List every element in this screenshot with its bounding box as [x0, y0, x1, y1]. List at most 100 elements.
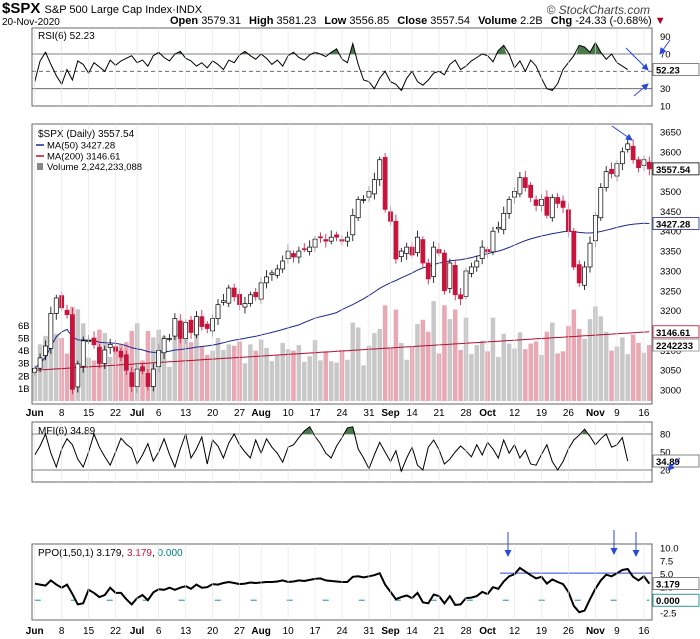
ma200-value-tag-box [652, 325, 700, 339]
x-tick-label: 26 [563, 408, 575, 419]
x-axis: Jun Jun 8 8 15 15 22 22 Jul Jul 6 6 13 13 20 20 27 27 Aug A… [26, 28, 650, 637]
volume-bar [361, 365, 366, 401]
volume-bar [307, 356, 312, 401]
ppo-tick-label: 7.5 [660, 557, 673, 568]
volume-bar [318, 360, 323, 401]
close-label: Close [397, 15, 428, 27]
candle-body [625, 143, 631, 150]
volume-bar [415, 323, 420, 401]
price-tick-label: 3600 [660, 147, 681, 158]
volume-bar [328, 361, 334, 401]
x-tick-label: 6 [156, 408, 162, 419]
x-tick-label-bottom: 22 [110, 626, 122, 637]
ma50-value-tag: 3427.28 [656, 220, 690, 231]
open-label: Open [170, 15, 199, 27]
volume-bar [248, 344, 253, 401]
annotation-arrow [625, 47, 649, 71]
volume-bar [501, 333, 507, 401]
candle-body [609, 168, 614, 174]
candle-body [291, 253, 296, 258]
candle-body [145, 373, 151, 387]
candle-body [371, 179, 377, 195]
candle-body [474, 260, 480, 268]
candle-body [167, 338, 172, 340]
candle-body [431, 246, 437, 277]
candle-body [199, 316, 205, 327]
x-tick-label-bottom: 16 [638, 626, 650, 637]
x-tick-label-bottom: Nov [586, 626, 605, 637]
rsi-tick-label: 10 [660, 102, 671, 113]
candle-body [425, 262, 431, 280]
candle-body [636, 159, 641, 169]
x-tick-label-bottom: 13 [180, 626, 192, 637]
x-tick-label: 22 [110, 408, 122, 419]
volume-bar [598, 316, 604, 401]
candle-body [420, 239, 426, 264]
price-value-tag: 3557.54 [656, 165, 691, 176]
candle-body [344, 236, 350, 242]
volume-bar [48, 313, 54, 401]
close-stat: Close 3557.54 [397, 15, 470, 27]
candle-body [194, 316, 199, 336]
ppo-hist-tag-box [652, 593, 700, 607]
volume-bar [204, 354, 210, 401]
candle-body [350, 214, 356, 236]
volume-bar [425, 331, 431, 401]
rsi-tick-label: 90 [660, 32, 671, 43]
candle-body [571, 230, 577, 268]
ppo-value-tag-box [652, 577, 700, 590]
volume-value-tag: 2242233 [656, 341, 693, 352]
chart-date: 20-Nov-2020 [2, 17, 60, 28]
volume-bar [107, 356, 113, 401]
rsi-value-tag-box [652, 63, 700, 76]
volume-bar [75, 309, 81, 401]
candle-body [64, 309, 70, 315]
volume-bar [264, 347, 269, 401]
candle-body [301, 248, 307, 251]
candle-body [91, 337, 97, 346]
volume-bar [544, 331, 550, 401]
rsi-value-tag: 52.23 [656, 66, 680, 77]
candle-body [231, 287, 237, 298]
x-tick-label-bottom: Aug [251, 626, 270, 637]
volume-tick-label: 4B [18, 346, 30, 357]
x-tick-label-bottom: 8 [59, 626, 65, 637]
x-tick-label: 9 [614, 408, 620, 419]
candle-body [296, 250, 302, 258]
price-tick-label: 3450 [660, 207, 681, 218]
x-tick-label-bottom: Jun [26, 626, 44, 637]
candle-body [96, 346, 102, 364]
volume-bar [253, 350, 259, 401]
x-tick-label-bottom: 9 [614, 626, 620, 637]
volume-bar [420, 319, 426, 401]
price-tick-label: 3350 [660, 247, 681, 258]
candle-body [323, 239, 329, 242]
volume-bar [323, 351, 329, 401]
candle-body [43, 345, 48, 356]
ma50-legend-label: MA(50) 3427.28 [47, 141, 115, 152]
volume-bar [140, 360, 145, 401]
candle-body [603, 171, 609, 188]
mfi-overbought-fill-0 [301, 426, 313, 434]
volume-bar [43, 335, 48, 401]
ppo-signal-value: 3.179 [127, 548, 152, 559]
volume-bar [291, 350, 296, 401]
high-label: High [249, 15, 274, 27]
ppo-tick-label: 10.0 [660, 544, 679, 555]
volume-bar [301, 361, 307, 401]
candle-body [220, 300, 226, 303]
volume-tick-label: 2B [18, 371, 30, 382]
rsi-tick-label: 30 [660, 84, 671, 95]
volume-bar [458, 349, 463, 401]
candle-body [495, 226, 501, 230]
volume-bar [560, 351, 566, 401]
candle-body [318, 236, 323, 239]
price-panel: 1B2B3B4B5B6B3000305031003150320032503300… [18, 123, 700, 405]
candle-body [107, 344, 113, 348]
x-tick-label: Oct [479, 408, 496, 419]
x-tick-label-bottom: 17 [309, 626, 321, 637]
x-tick-label-bottom: 27 [234, 626, 246, 637]
volume-bar [172, 326, 178, 401]
candle-body [37, 357, 43, 369]
x-tick-label: Jun [26, 408, 44, 419]
